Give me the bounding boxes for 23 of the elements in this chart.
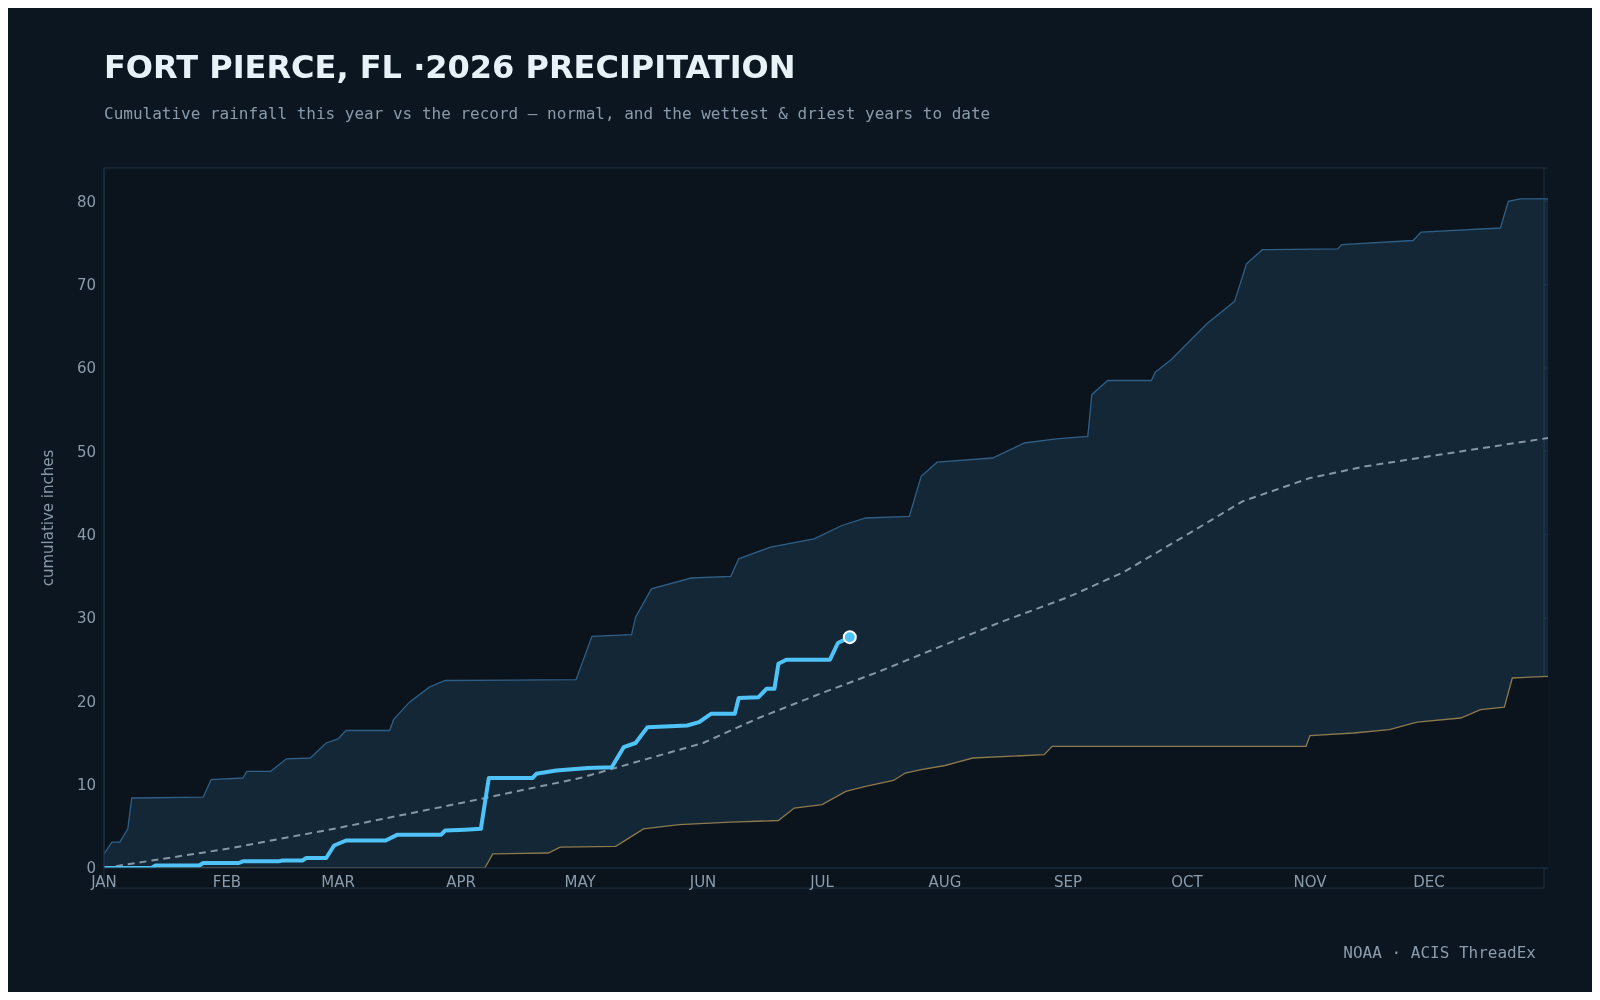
x-tick-label: NOV <box>1293 872 1328 891</box>
text: NOAA · ACIS ThreadEx <box>1343 943 1536 962</box>
x-tick-label: APR <box>446 872 476 891</box>
x-tick-label: SEP <box>1053 872 1083 891</box>
y-tick-label: 60 <box>76 359 96 378</box>
x-tick-label: JUN <box>688 872 717 891</box>
chart-title: FORT PIERCE, FL ·2026 PRECIPITATION <box>104 48 796 86</box>
y-tick-label: 10 <box>76 775 96 794</box>
y-tick-label: 50 <box>76 442 96 461</box>
y-tick-label: 80 <box>76 192 96 211</box>
x-tick-label: OCT <box>1171 872 1204 891</box>
y-axis-title: cumulative inches <box>39 449 58 587</box>
y-tick-label: 30 <box>76 609 96 628</box>
x-tick-label: DEC <box>1413 872 1445 891</box>
y-tick-label: 70 <box>76 275 96 294</box>
x-tick-label: MAY <box>564 872 597 891</box>
y-tick-label: 20 <box>76 692 96 711</box>
x-tick-label: JUL <box>809 872 835 891</box>
y-tick-label: 40 <box>76 525 96 544</box>
x-tick-label: MAR <box>321 872 355 891</box>
x-tick-label: AUG <box>928 872 962 891</box>
x-tick-label: FEB <box>212 872 242 891</box>
chart-subtitle: Cumulative rainfall this year vs the record — normal, and the wettest & driest years to date <box>104 104 991 123</box>
